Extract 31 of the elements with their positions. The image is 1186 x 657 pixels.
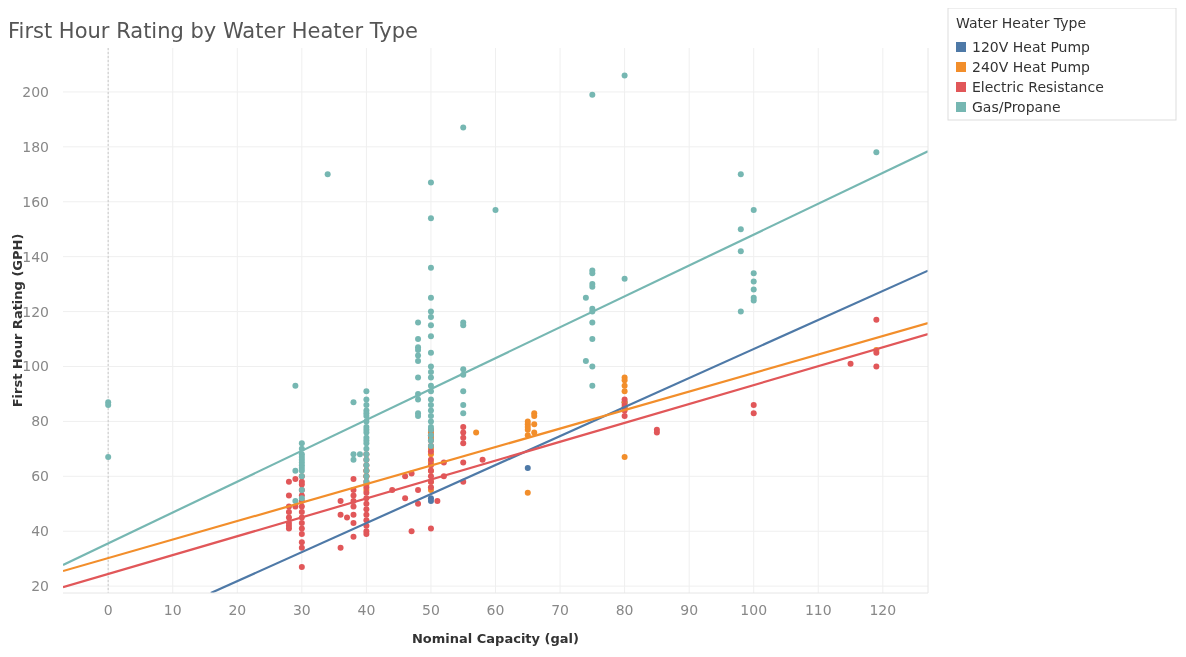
y-tick-label: 100	[22, 358, 49, 375]
x-tick-label: 50	[422, 602, 440, 618]
y-tick-label: 160	[22, 193, 49, 210]
x-tick-label: 90	[680, 602, 699, 618]
x-tick-label: 110	[804, 602, 832, 618]
y-tick-label: 180	[22, 138, 49, 155]
x-tick-label: 80	[615, 602, 634, 618]
legend-label: Gas/Propane	[972, 99, 1061, 115]
y-tick-label: 60	[31, 468, 49, 485]
x-tick-label: 0	[103, 602, 113, 618]
y-tick-label: 200	[22, 83, 49, 100]
y-tick-label: 120	[22, 303, 49, 320]
x-tick-label: 10	[163, 602, 182, 618]
legend-title: Water Heater Type	[956, 15, 1087, 31]
x-tick-label: 20	[228, 602, 247, 618]
x-tick-label: 70	[551, 602, 569, 618]
x-tick-label: 120	[869, 602, 897, 618]
x-tick-label: 30	[292, 602, 311, 618]
x-axis-title: Nominal Capacity (gal)	[411, 631, 580, 646]
y-tick-label: 140	[22, 248, 49, 265]
chart-title: First Hour Rating by Water Heater Type	[8, 19, 418, 43]
y-axis-title: First Hour Rating (GPH)	[10, 233, 25, 408]
legend-label: 240V Heat Pump	[972, 59, 1091, 75]
legend-label: 120V Heat Pump	[972, 39, 1091, 55]
y-tick-label: 20	[31, 578, 49, 595]
x-tick-label: 40	[357, 602, 376, 618]
y-tick-label: 80	[31, 413, 49, 430]
x-tick-label: 100	[740, 602, 768, 618]
legend-label: Electric Resistance	[972, 79, 1104, 95]
y-tick-label: 40	[31, 523, 49, 540]
x-tick-label: 60	[486, 602, 505, 618]
